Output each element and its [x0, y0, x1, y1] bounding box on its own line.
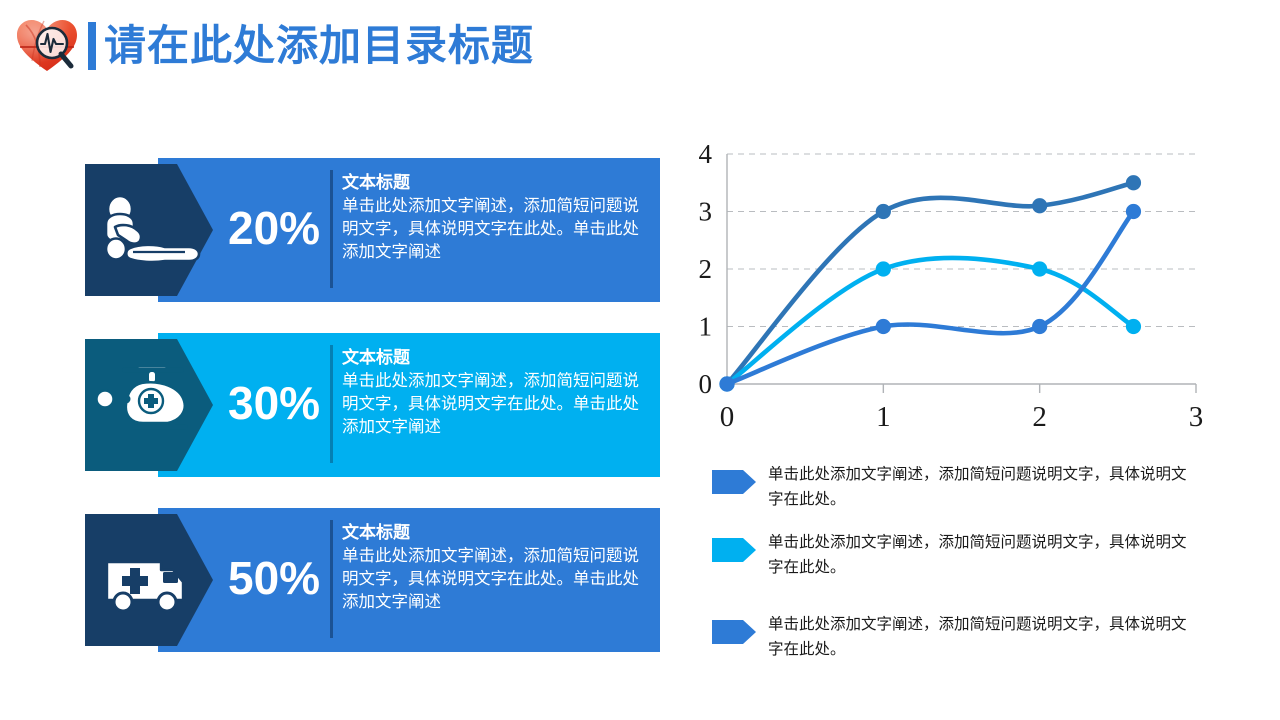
chart-data-point — [1032, 198, 1048, 214]
page-header: 请在此处添加目录标题 — [0, 0, 1280, 95]
item-percent: 30% — [228, 377, 321, 429]
chart-data-point — [1125, 318, 1142, 335]
chart-data-point — [1032, 261, 1048, 277]
legend-item[interactable]: 单击此处添加文字阐述，添加简短问题说明文字，具体说明文字在此处。 — [700, 612, 1200, 674]
item-body-text: 单击此处添加文字阐述，添加简短问题说明文字，具体说明文字在此处。单击此处添加文字… — [342, 197, 639, 261]
chart-data-point — [719, 376, 735, 392]
item-arrow-badge — [85, 514, 213, 646]
item-percent: 20% — [228, 202, 321, 254]
chart-data-point — [875, 203, 891, 220]
y-axis-tick-label: 3 — [699, 197, 713, 227]
legend-arrow-marker-icon — [712, 538, 756, 562]
legend-arrow-marker-icon — [712, 620, 756, 644]
legend-item[interactable]: 单击此处添加文字阐述，添加简短问题说明文字，具体说明文字在此处。 — [700, 530, 1200, 592]
x-axis-tick-label: 3 — [1189, 401, 1204, 433]
chart-canvas: 0 1 2 3 4 0 1 2 3 — [699, 139, 1204, 433]
legend-item[interactable]: 单击此处添加文字阐述，添加简短问题说明文字，具体说明文字在此处。 — [700, 462, 1200, 524]
item-arrow-badge — [85, 339, 213, 471]
item-panel-background — [158, 158, 660, 302]
chart-data-point — [1032, 318, 1048, 335]
legend-label: 单击此处添加文字阐述，添加简短问题说明文字，具体说明文字在此处。 — [768, 616, 1187, 658]
item-text-block: 文本标题 单击此处添加文字阐述，添加简短问题说明文字，具体说明文字在此处。单击此… — [342, 172, 652, 264]
line-chart: 0 1 2 3 4 0 1 2 3 — [680, 132, 1220, 442]
item-panel-background — [158, 508, 660, 652]
heart-magnifier-ecg-icon — [14, 17, 80, 75]
y-axis-tick-label: 4 — [699, 139, 713, 169]
item-divider — [330, 345, 333, 463]
item-divider — [330, 170, 333, 288]
chart-series-series-1 — [719, 175, 1142, 392]
legend-label: 单击此处添加文字阐述，添加简短问题说明文字，具体说明文字在此处。 — [768, 466, 1187, 508]
item-panel-background — [158, 333, 660, 477]
y-axis-tick-label: 0 — [699, 369, 713, 399]
item-divider — [330, 520, 333, 638]
x-axis-tick-label: 2 — [1032, 401, 1047, 433]
item-text-block: 文本标题 单击此处添加文字阐述，添加简短问题说明文字，具体说明文字在此处。单击此… — [342, 347, 652, 439]
item-body-text: 单击此处添加文字阐述，添加简短问题说明文字，具体说明文字在此处。单击此处添加文字… — [342, 547, 639, 611]
ambulance-icon — [105, 560, 185, 613]
cpr-resuscitation-icon — [104, 194, 201, 264]
y-axis-tick-label: 1 — [699, 312, 713, 342]
title-accent-bar — [88, 22, 96, 70]
item-heading: 文本标题 — [342, 348, 410, 367]
item-heading: 文本标题 — [342, 173, 410, 192]
chart-data-point — [875, 318, 891, 335]
item-percent: 50% — [228, 552, 321, 604]
chart-series-series-3 — [719, 203, 1142, 392]
item-body-text: 单击此处添加文字阐述，添加简短问题说明文字，具体说明文字在此处。单击此处添加文字… — [342, 372, 639, 436]
item-text-block: 文本标题 单击此处添加文字阐述，添加简短问题说明文字，具体说明文字在此处。单击此… — [342, 522, 652, 614]
item-heading: 文本标题 — [342, 523, 410, 542]
x-axis-tick-label: 1 — [876, 401, 891, 433]
chart-data-point — [875, 261, 891, 277]
legend-arrow-marker-icon — [712, 470, 756, 494]
item-arrow-badge — [85, 164, 213, 296]
chart-data-point — [1125, 203, 1142, 220]
legend-label: 单击此处添加文字阐述，添加简短问题说明文字，具体说明文字在此处。 — [768, 534, 1187, 576]
chart-data-point — [1125, 175, 1142, 191]
page-title: 请在此处添加目录标题 — [104, 22, 535, 69]
y-axis-tick-label: 2 — [699, 254, 713, 284]
medical-helicopter-icon — [95, 367, 188, 430]
x-axis-tick-label: 0 — [720, 401, 735, 433]
